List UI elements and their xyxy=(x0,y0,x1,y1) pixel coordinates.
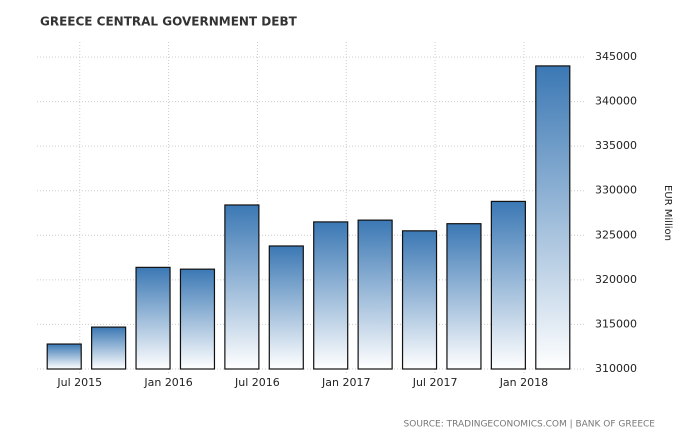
chart-title: GREECE CENTRAL GOVERNMENT DEBT xyxy=(40,15,298,29)
bar xyxy=(357,219,393,370)
y-tick-label: 345000 xyxy=(595,50,637,63)
bar xyxy=(313,221,349,370)
bar xyxy=(401,230,438,370)
x-tick-label: Jul 2015 xyxy=(56,376,102,389)
source-note: SOURCE: TRADINGECONOMICS.COM | BANK OF G… xyxy=(404,420,656,430)
bar xyxy=(91,326,127,370)
y-axis-title: EUR Million xyxy=(662,185,673,241)
bar xyxy=(268,245,304,370)
bar xyxy=(135,266,171,370)
y-tick-label: 320000 xyxy=(595,273,637,286)
y-tick-label: 325000 xyxy=(595,228,637,241)
bar xyxy=(224,204,260,370)
bar xyxy=(446,223,482,370)
bar xyxy=(535,65,571,370)
y-tick-label: 335000 xyxy=(595,139,637,152)
x-tick-label: Jan 2017 xyxy=(321,376,370,389)
x-tick-label: Jul 2017 xyxy=(412,376,458,389)
y-tick-label: 330000 xyxy=(595,184,637,197)
y-tick-label: 310000 xyxy=(595,362,637,375)
bar xyxy=(490,200,526,370)
y-tick-label: 340000 xyxy=(595,95,637,108)
x-tick-label: Jul 2016 xyxy=(234,376,280,389)
x-tick-label: Jan 2018 xyxy=(499,376,548,389)
bar xyxy=(179,268,216,370)
y-tick-label: 315000 xyxy=(595,317,637,330)
x-tick-label: Jan 2016 xyxy=(143,376,192,389)
bar xyxy=(46,343,82,370)
